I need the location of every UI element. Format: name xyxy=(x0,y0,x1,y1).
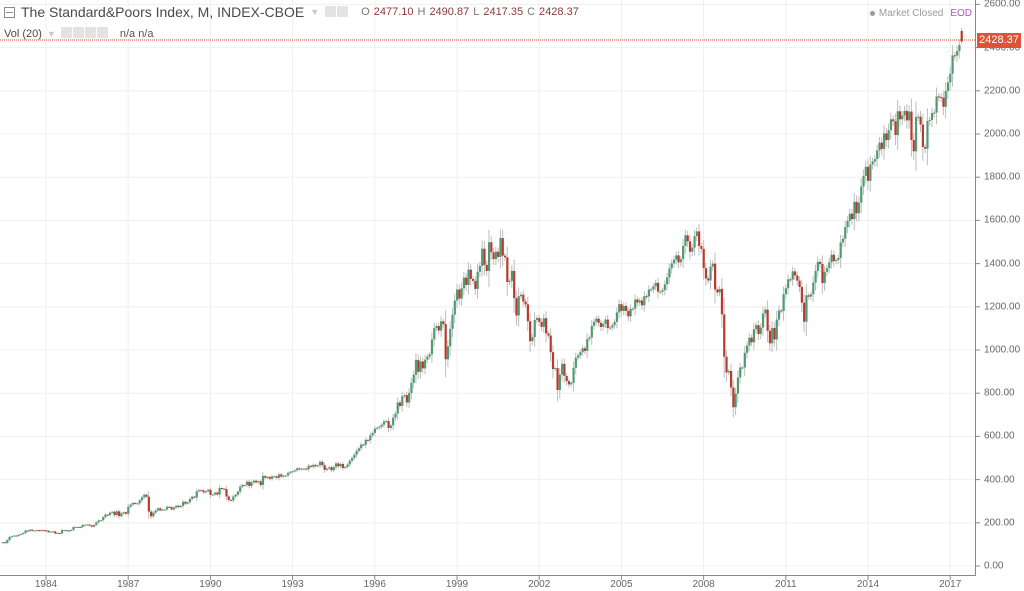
x-tick-label: 1984 xyxy=(34,579,58,590)
open-label: O xyxy=(361,6,370,18)
x-tick-label: 2014 xyxy=(856,579,880,590)
add-icon[interactable] xyxy=(84,27,96,38)
close-label: C xyxy=(527,6,536,18)
y-tick-label: 1600.00 xyxy=(984,214,1021,226)
x-tick-label: 1999 xyxy=(445,579,469,590)
x-tick-label: 1996 xyxy=(363,579,386,590)
chevron-down-icon[interactable]: ▼ xyxy=(46,29,56,39)
y-tick-label: 200.00 xyxy=(984,517,1015,529)
y-tick-label: 1400.00 xyxy=(984,258,1021,270)
series-title[interactable]: The Standard&Poors Index, M, INDEX-CBOE xyxy=(21,4,305,20)
candlestick-series xyxy=(1,27,963,545)
x-tick-label: 2002 xyxy=(528,579,551,590)
eye-icon[interactable] xyxy=(325,6,337,17)
eod-badge[interactable]: EOD xyxy=(950,8,972,19)
close-icon[interactable] xyxy=(96,27,108,38)
x-tick-label: 1987 xyxy=(117,579,140,590)
high-value: 2490.87 xyxy=(429,6,470,18)
x-tick-label: 2008 xyxy=(692,579,715,590)
y-tick-label: 1800.00 xyxy=(984,171,1021,183)
y-tick-label: 2000.00 xyxy=(984,128,1021,140)
market-status-text: Market Closed xyxy=(878,8,944,19)
x-tick-label: 1990 xyxy=(199,579,222,590)
x-tick-label: 2005 xyxy=(610,579,633,590)
last-price-tag: 2428.37 xyxy=(977,33,1021,48)
y-tick-label: 800.00 xyxy=(984,387,1015,399)
collapse-icon[interactable] xyxy=(4,6,15,18)
volume-values: n/a n/a xyxy=(119,28,154,40)
status-dot-icon xyxy=(869,11,875,16)
eye-icon[interactable] xyxy=(60,27,72,38)
x-tick-label: 1993 xyxy=(281,579,304,590)
volume-title[interactable]: Vol (20) xyxy=(4,28,42,40)
volume-actions xyxy=(60,27,109,41)
settings-icon[interactable] xyxy=(337,6,349,17)
y-tick-label: 1200.00 xyxy=(984,301,1021,313)
open-value: 2477.10 xyxy=(373,6,414,18)
y-tick-label: 400.00 xyxy=(984,474,1015,486)
market-status: Market Closed EOD xyxy=(869,8,972,19)
chart-legend: The Standard&Poors Index, M, INDEX-CBOE … xyxy=(4,4,579,20)
high-label: H xyxy=(417,6,426,18)
y-tick-label: 1000.00 xyxy=(984,344,1021,356)
y-tick-label: 2200.00 xyxy=(984,85,1021,97)
close-value: 2428.37 xyxy=(539,6,579,18)
x-tick-label: 2011 xyxy=(775,579,797,590)
low-value: 2417.35 xyxy=(483,6,524,18)
grid-lines xyxy=(0,0,975,575)
x-tick-label: 2017 xyxy=(939,579,962,590)
low-label: L xyxy=(473,6,480,18)
y-tick-label: 0.00 xyxy=(984,560,1004,572)
settings-icon[interactable] xyxy=(72,27,84,38)
y-tick-label: 2600.00 xyxy=(984,0,1021,10)
ohlc-values: O 2477.10 H 2490.87 L 2417.35 C 2428.37 xyxy=(361,6,579,18)
volume-legend: Vol (20) ▼ n/a n/a xyxy=(4,27,153,41)
chevron-down-icon[interactable]: ▼ xyxy=(310,7,320,17)
y-tick-label: 600.00 xyxy=(984,430,1015,442)
series-actions xyxy=(325,4,349,20)
